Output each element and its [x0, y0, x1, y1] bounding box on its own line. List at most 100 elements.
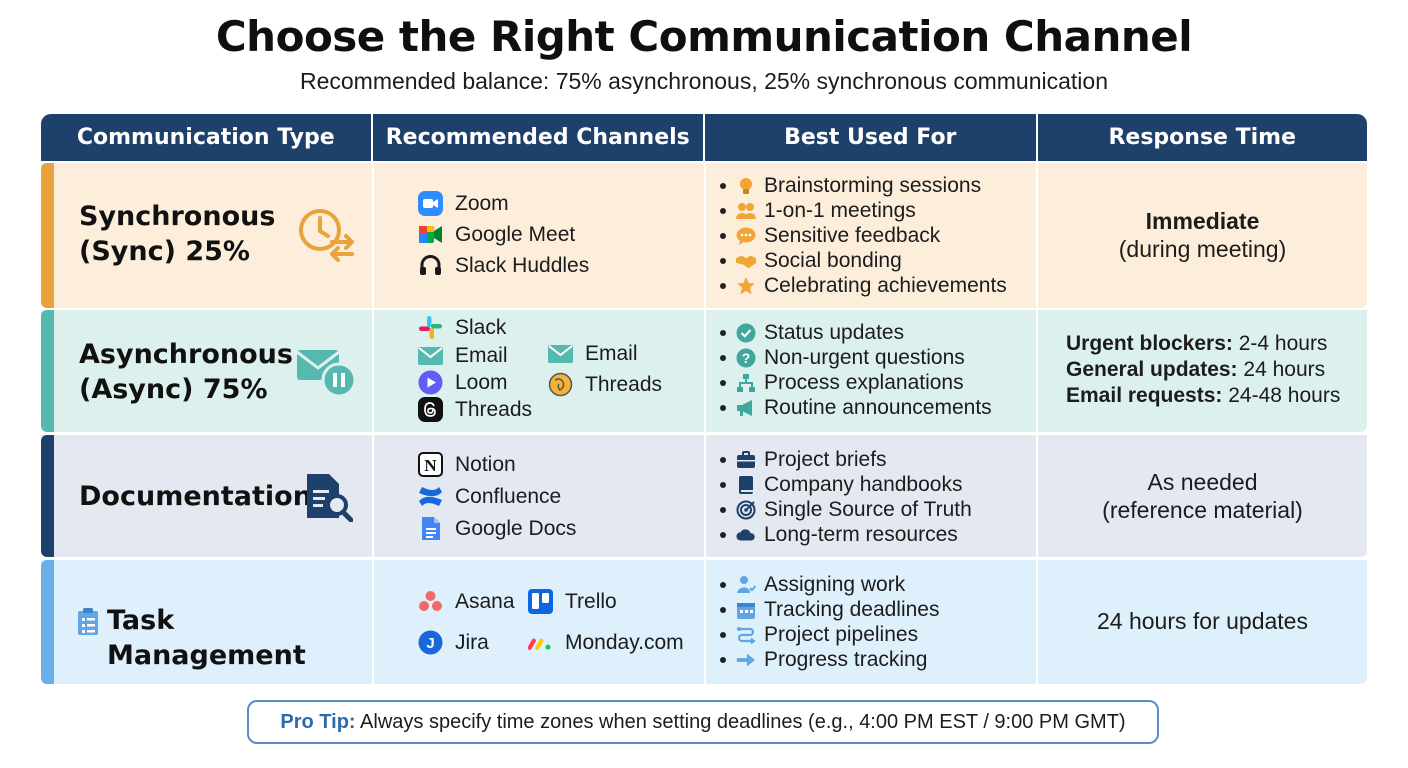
list-item: ? Non-urgent questions [720, 345, 992, 370]
channel-item: Google Docs [418, 516, 576, 541]
list-item-label: Project briefs [764, 447, 887, 471]
channel-item: Threads [418, 397, 532, 422]
list-item-label: Status updates [764, 320, 905, 344]
pro-tip-label: Pro Tip: [280, 711, 356, 733]
type-name: Documentation [79, 479, 312, 514]
channel-item: Loom [418, 370, 508, 395]
type-line-1: Documentation [79, 481, 312, 512]
channel-item: Email [548, 341, 638, 366]
cell-best-used-for: Status updates ? Non-urgent questions Pro… [704, 310, 1036, 432]
list-item: Brainstorming sessions [720, 173, 1007, 198]
response-item-label: General updates: [1066, 358, 1238, 381]
response-item: Email requests: 24-48 hours [1066, 383, 1340, 409]
channel-item: Email [418, 343, 508, 368]
list-item-label: 1-on-1 meetings [764, 198, 916, 222]
cell-response-time: Immediate (during meeting) [1036, 163, 1367, 308]
cloud-icon [736, 525, 756, 545]
response-time: Immediate (during meeting) [1038, 207, 1367, 263]
loom-icon [418, 370, 443, 395]
list-item-label: Brainstorming sessions [764, 173, 982, 197]
response-main: As needed [1147, 469, 1258, 495]
row-accent-bar [41, 560, 54, 684]
table-row-synchronous: Synchronous (Sync) 25% Zoom Google Meet [41, 163, 1367, 308]
channel-item: Slack [418, 315, 506, 340]
page-subtitle: Recommended balance: 75% asynchronous, 2… [299, 68, 1108, 94]
channel-label: Trello [565, 589, 617, 613]
list-item: 1-on-1 meetings [720, 198, 1007, 223]
type-line-1: Synchronous [79, 201, 276, 232]
header-communication-type: Communication Type [76, 125, 335, 150]
cell-channels: Asana Trello J Jira Monday.com [372, 560, 704, 684]
list-item: Process explanations [720, 370, 992, 395]
type-line-1: Task Management [107, 605, 306, 671]
list-item-label: Progress tracking [764, 647, 928, 671]
best-used-list: Brainstorming sessions 1-on-1 meetings S… [720, 173, 1007, 298]
response-main: Immediate [1145, 208, 1260, 234]
pipeline-icon [736, 625, 756, 645]
svg-text:J: J [426, 635, 434, 652]
target-icon [736, 500, 756, 520]
response-item-value: 24 hours [1243, 358, 1326, 381]
cell-best-used-for: Assigning work Tracking deadlines Projec… [704, 560, 1036, 684]
channel-label: Slack [455, 315, 507, 339]
document-search-icon [305, 472, 354, 523]
list-item-label: Non-urgent questions [764, 345, 965, 369]
list-item: Routine announcements [720, 395, 992, 420]
cell-type: Task Management [41, 560, 372, 684]
pro-tip-text: Always specify time zones when setting d… [355, 711, 1126, 733]
cell-channels: Zoom Google Meet Slack Huddles [372, 163, 704, 308]
pro-tip-box: Pro Tip: Always specify time zones when … [247, 700, 1159, 744]
list-item-label: Project pipelines [764, 622, 919, 646]
response-item: Urgent blockers: 2-4 hours [1066, 331, 1340, 357]
list-item: Single Source of Truth [720, 497, 972, 522]
response-item-value: 2-4 hours [1238, 332, 1328, 355]
response-main: 24 hours for updates [1097, 608, 1308, 634]
response-sub: (reference material) [1102, 497, 1303, 523]
cell-response-time: As needed (reference material) [1036, 435, 1367, 557]
response-item: General updates: 24 hours [1066, 357, 1340, 383]
channel-label: Monday.com [565, 630, 684, 654]
list-item-label: Long-term resources [764, 522, 958, 546]
list-item: Sensitive feedback [720, 223, 1007, 248]
trello-icon [528, 589, 553, 614]
list-item: Assigning work [720, 572, 940, 597]
headphones-icon [418, 253, 443, 278]
cell-response-time: Urgent blockers: 2-4 hours General updat… [1036, 310, 1367, 432]
type-line-2: (Async) 75% [79, 374, 268, 405]
response-time: As needed (reference material) [1038, 468, 1367, 524]
book-icon [736, 475, 756, 495]
list-item-label: Social bonding [764, 248, 902, 272]
slack-icon [418, 315, 443, 340]
flowchart-icon [736, 373, 756, 393]
list-item-label: Routine announcements [764, 395, 992, 419]
channel-table: Communication Type Recommended Channels … [41, 114, 1367, 684]
header-response-time: Response Time [1035, 114, 1368, 161]
cell-channels: Slack Email Email Loom Threads Threads [372, 310, 704, 432]
notion-icon: N [418, 452, 443, 477]
channel-label: Email [585, 341, 638, 365]
channel-item: Zoom [418, 191, 509, 216]
channel-label: Email [455, 343, 508, 367]
response-item-label: Urgent blockers: [1066, 332, 1233, 355]
channel-label: Threads [455, 397, 533, 421]
confluence-icon [418, 484, 443, 509]
response-item-label: Email requests: [1066, 384, 1223, 407]
header-best-used-for: Best Used For [703, 114, 1036, 161]
threads-globe-icon [548, 372, 573, 397]
list-item: Progress tracking [720, 647, 940, 672]
svg-text:N: N [424, 456, 437, 475]
check-circle-icon [736, 323, 756, 343]
channel-label: Jira [455, 630, 489, 654]
list-item: Celebrating achievements [720, 273, 1007, 298]
type-line-1: Asynchronous [79, 339, 293, 370]
channel-item: N Notion [418, 452, 516, 477]
channel-item: J Jira [418, 630, 489, 655]
type-name: Asynchronous (Async) 75% [79, 337, 293, 407]
channel-item: Google Meet [418, 222, 575, 247]
table-header: Communication Type Recommended Channels … [41, 114, 1367, 161]
lightbulb-icon [736, 176, 756, 196]
table-row-documentation: Documentation N Notion Confluen [41, 435, 1367, 557]
zoom-icon [418, 191, 443, 216]
response-time-list: Urgent blockers: 2-4 hours General updat… [1066, 331, 1340, 409]
row-accent-bar [41, 310, 54, 432]
